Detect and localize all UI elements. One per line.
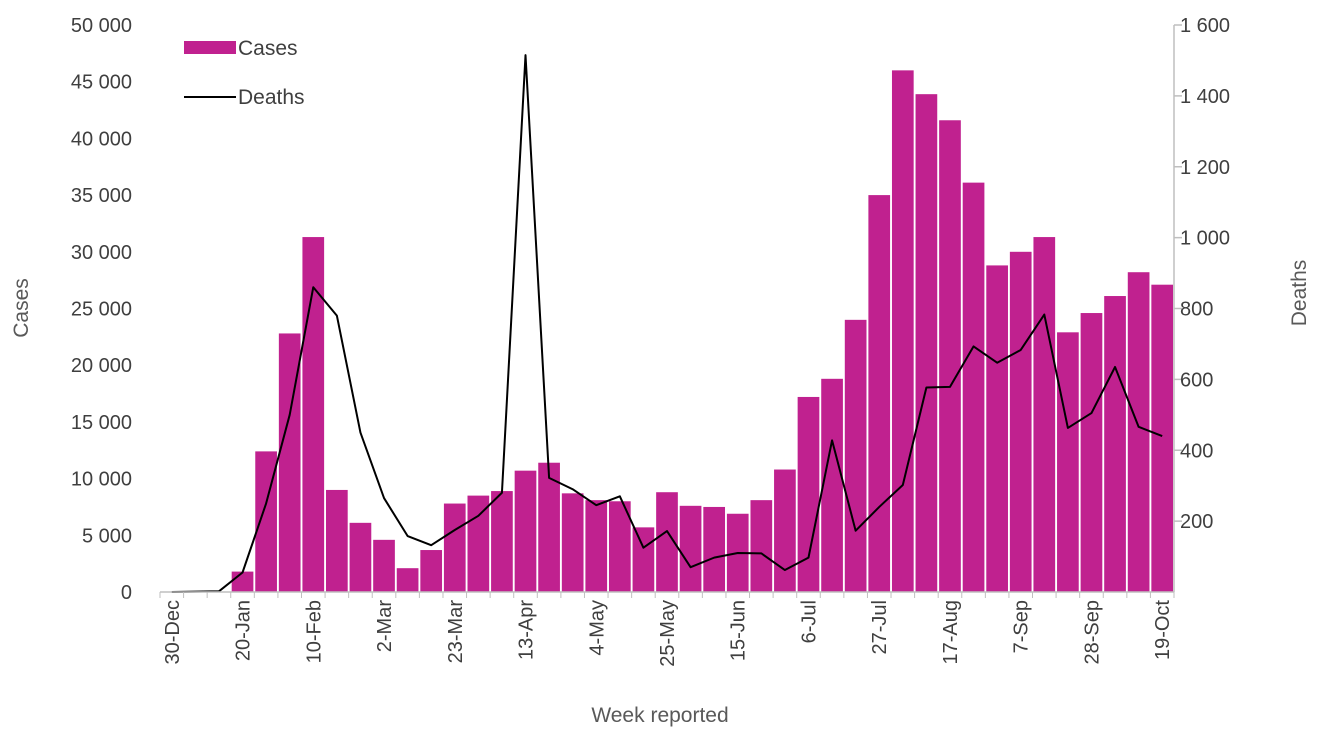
cases-bar — [302, 237, 325, 592]
x-tick-label: 20-Jan — [233, 600, 255, 661]
cases-bar — [538, 462, 560, 592]
cases-bar — [868, 195, 891, 592]
y2-tick-label: 600 — [1180, 369, 1213, 391]
y-tick-label: 20 000 — [71, 355, 132, 377]
cases-bar — [420, 550, 443, 592]
cases-bar — [915, 94, 938, 593]
x-tick-label: 23-Mar — [445, 600, 467, 664]
x-tick-label: 2-Mar — [374, 600, 396, 653]
cases-bar — [561, 493, 584, 592]
cases-bar — [231, 571, 254, 592]
y2-tick-label: 1 000 — [1180, 228, 1230, 250]
y2-tick-label: 200 — [1180, 511, 1213, 533]
cases-bar — [939, 120, 961, 592]
cases-bar — [326, 489, 348, 592]
x-axis-title: Week reported — [591, 704, 728, 727]
cases-bar — [1151, 284, 1174, 592]
cases-bar — [986, 265, 1008, 592]
x-tick-label: 19-Oct — [1152, 600, 1174, 660]
legend-label-deaths: Deaths — [238, 86, 305, 109]
cases-bar — [1057, 332, 1079, 592]
y-tick-label: 45 000 — [71, 72, 132, 94]
cases-bar — [349, 522, 372, 592]
legend-swatch-cases — [184, 41, 236, 54]
cases-bar — [467, 495, 490, 592]
cases-bar — [514, 470, 537, 592]
x-tick-label: 15-Jun — [728, 600, 750, 661]
y-tick-label: 15 000 — [71, 412, 132, 434]
y-tick-label: 10 000 — [71, 469, 132, 491]
cases-bar — [844, 319, 867, 592]
cases-bar — [679, 505, 702, 592]
cases-bar — [750, 500, 773, 592]
y-tick-label: 25 000 — [71, 299, 132, 321]
cases-bar — [585, 500, 608, 592]
x-tick-label: 4-May — [586, 600, 608, 656]
x-tick-label: 25-May — [657, 600, 679, 667]
y2-tick-label: 1 600 — [1180, 15, 1230, 37]
x-tick-label: 27-Jul — [869, 600, 891, 654]
y-axis-title: Cases — [10, 278, 33, 338]
cases-bar — [1080, 313, 1103, 592]
x-tick-label: 28-Sep — [1081, 600, 1103, 665]
cases-bar — [396, 568, 419, 592]
cases-bar — [891, 70, 914, 593]
cases-bar — [278, 333, 301, 592]
y-tick-label: 5 000 — [82, 525, 132, 547]
cases-bar — [608, 501, 631, 592]
cases-bar — [797, 396, 820, 592]
y-tick-label: 50 000 — [71, 15, 132, 37]
cases-bar — [821, 378, 843, 592]
cases-bar — [1127, 272, 1150, 592]
x-tick-label: 6-Jul — [798, 600, 820, 643]
plot-area — [171, 54, 1174, 593]
cases-bar — [373, 539, 395, 592]
y2-tick-label: 1 400 — [1180, 86, 1230, 108]
y-tick-label: 30 000 — [71, 242, 132, 264]
axes: 0 5 000 10 000 15 000 20 000 25 000 30 000 35 0… — [71, 15, 1230, 667]
x-tick-label: 7-Sep — [1011, 600, 1033, 653]
x-tick-label: 17-Aug — [940, 600, 962, 665]
x-tick-label: 13-Apr — [516, 600, 538, 660]
legend-label-cases: Cases — [238, 37, 298, 60]
cases-bar — [1104, 296, 1126, 592]
cases-bar — [656, 492, 678, 592]
y-tick-label: 40 000 — [71, 128, 132, 150]
y2-tick-label: 800 — [1180, 299, 1213, 321]
cases-bar — [632, 527, 655, 592]
cases-bar — [703, 506, 726, 592]
cases-bar — [491, 491, 513, 592]
y-tick-label: 35 000 — [71, 185, 132, 207]
cases-bar — [962, 182, 985, 592]
y2-tick-label: 1 200 — [1180, 157, 1230, 179]
cases-bar — [443, 503, 466, 592]
y-tick-label: 0 — [121, 582, 132, 604]
deaths-line — [171, 54, 1163, 593]
cases-bar — [1033, 237, 1056, 592]
legend: Cases Deaths — [184, 37, 305, 109]
cases-bar — [774, 469, 796, 592]
x-tick-label: 10-Feb — [303, 600, 325, 663]
cases-bar — [1009, 251, 1032, 593]
x-tick-label: 30-Dec — [162, 600, 184, 664]
y2-tick-label: 400 — [1180, 440, 1213, 462]
y2-axis-title: Deaths — [1288, 260, 1311, 327]
